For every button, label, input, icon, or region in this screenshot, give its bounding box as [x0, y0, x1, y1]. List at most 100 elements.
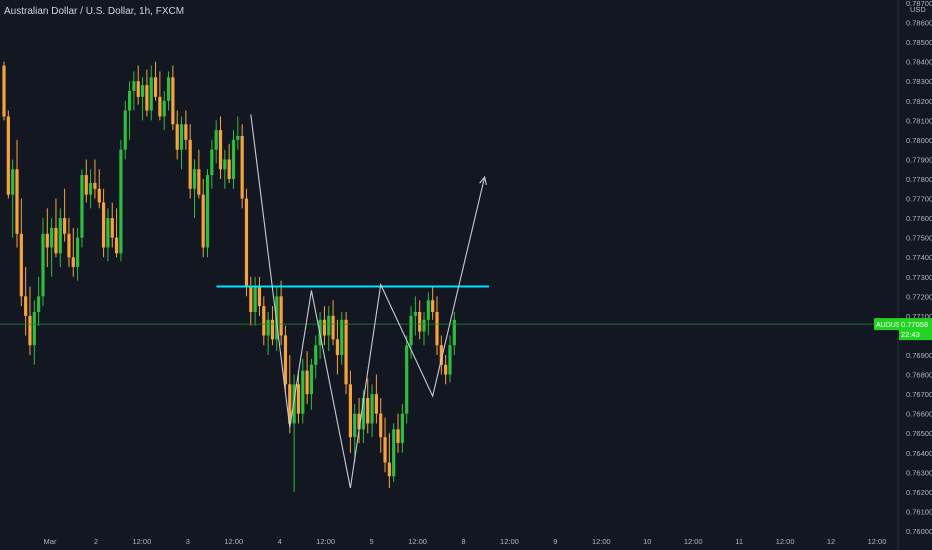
- candle-body[interactable]: [218, 130, 223, 170]
- candle-body[interactable]: [192, 169, 197, 189]
- candle-body[interactable]: [6, 116, 10, 195]
- candle-body[interactable]: [184, 124, 188, 140]
- candle-body[interactable]: [223, 159, 227, 170]
- candle-body[interactable]: [279, 296, 283, 336]
- candle-body[interactable]: [340, 319, 344, 355]
- candle-body[interactable]: [58, 218, 62, 254]
- candle-body[interactable]: [24, 296, 28, 316]
- candle-body[interactable]: [305, 370, 309, 395]
- candle-body[interactable]: [335, 339, 340, 355]
- candle-body[interactable]: [201, 194, 205, 248]
- candle-body[interactable]: [145, 85, 149, 111]
- candle-body[interactable]: [439, 345, 443, 365]
- candle-body[interactable]: [205, 175, 210, 248]
- candle-body[interactable]: [270, 319, 275, 340]
- candle-body[interactable]: [327, 315, 331, 336]
- candle-body[interactable]: [166, 77, 171, 101]
- candle-body[interactable]: [413, 311, 417, 316]
- candle-body[interactable]: [444, 364, 448, 375]
- candle-body[interactable]: [431, 300, 435, 312]
- candle-body[interactable]: [301, 370, 305, 414]
- time-axis[interactable]: Mar 2 12:00 3 12:00 4 12:00 5 12:00 8 12:00 9 12:00 1…: [44, 537, 887, 546]
- candle-body[interactable]: [379, 413, 383, 438]
- candle-body[interactable]: [435, 311, 439, 346]
- candle-body[interactable]: [292, 384, 296, 424]
- candle-body[interactable]: [136, 81, 140, 97]
- candle-body[interactable]: [210, 149, 214, 176]
- candle-body[interactable]: [28, 315, 32, 346]
- candle-body[interactable]: [54, 227, 58, 254]
- candle-body[interactable]: [422, 319, 426, 332]
- candle-body[interactable]: [71, 257, 75, 267]
- candle-body[interactable]: [132, 81, 136, 91]
- candle-body[interactable]: [110, 218, 114, 238]
- candle-body[interactable]: [175, 124, 179, 150]
- candle-body[interactable]: [80, 175, 84, 238]
- candle-body[interactable]: [214, 130, 218, 150]
- candle-body[interactable]: [171, 77, 175, 125]
- candle-body[interactable]: [84, 175, 88, 195]
- candle-body[interactable]: [140, 85, 145, 97]
- candle-body[interactable]: [32, 311, 36, 346]
- candle-body[interactable]: [114, 237, 119, 254]
- candle-body[interactable]: [2, 65, 6, 117]
- candle-body[interactable]: [409, 315, 413, 346]
- candle-body[interactable]: [127, 91, 132, 111]
- candle-body[interactable]: [387, 462, 391, 477]
- candle-body[interactable]: [392, 429, 396, 477]
- candle-body[interactable]: [50, 227, 54, 248]
- candle-body[interactable]: [448, 345, 452, 375]
- candle-body[interactable]: [257, 286, 262, 307]
- candle-body[interactable]: [45, 233, 49, 248]
- candle-body[interactable]: [197, 169, 201, 195]
- candle-body[interactable]: [383, 437, 387, 463]
- candle-body[interactable]: [188, 139, 192, 189]
- candle-body[interactable]: [374, 394, 378, 414]
- candle-body[interactable]: [149, 77, 153, 111]
- candle-body[interactable]: [97, 188, 101, 203]
- candle-body[interactable]: [405, 345, 409, 414]
- candle-body[interactable]: [452, 319, 456, 346]
- candle-body[interactable]: [158, 96, 162, 117]
- candle-body[interactable]: [227, 159, 231, 179]
- candle-body[interactable]: [123, 110, 127, 150]
- candle-body[interactable]: [11, 169, 15, 195]
- candle-body[interactable]: [361, 398, 365, 430]
- candle-body[interactable]: [400, 413, 404, 443]
- candle-body[interactable]: [249, 286, 253, 312]
- candle-body[interactable]: [348, 384, 352, 438]
- candle-body[interactable]: [119, 149, 123, 254]
- candle-body[interactable]: [101, 202, 106, 248]
- candle-body[interactable]: [76, 237, 80, 267]
- candle-body[interactable]: [283, 335, 288, 385]
- candle-body[interactable]: [344, 319, 348, 385]
- candle-body[interactable]: [262, 306, 266, 336]
- candle-body[interactable]: [67, 233, 71, 258]
- candle-body[interactable]: [366, 398, 370, 424]
- candle-body[interactable]: [240, 135, 244, 199]
- candle-body[interactable]: [275, 296, 279, 340]
- candle-body[interactable]: [426, 300, 430, 320]
- candle-body[interactable]: [370, 394, 374, 424]
- candle-body[interactable]: [89, 182, 93, 195]
- candle-body[interactable]: [93, 182, 97, 189]
- candle-body[interactable]: [63, 218, 67, 234]
- candle-body[interactable]: [41, 233, 45, 297]
- candle-body[interactable]: [179, 124, 184, 150]
- candle-body[interactable]: [288, 384, 292, 424]
- candle-body[interactable]: [314, 345, 318, 365]
- candle-body[interactable]: [244, 198, 249, 287]
- candle-body[interactable]: [353, 413, 357, 438]
- candle-body[interactable]: [357, 413, 361, 430]
- candle-body[interactable]: [309, 364, 314, 395]
- candle-body[interactable]: [15, 169, 19, 234]
- candle-body[interactable]: [153, 77, 158, 97]
- candle-body[interactable]: [418, 311, 422, 332]
- candle-body[interactable]: [331, 315, 335, 340]
- price-axis[interactable]: 0.78700 0.78600 0.78500 0.78400 0.78300 0.782…: [897, 0, 932, 550]
- candle-body[interactable]: [106, 218, 110, 248]
- candle-body[interactable]: [236, 135, 240, 140]
- candle-body[interactable]: [296, 384, 301, 414]
- candle-body[interactable]: [162, 100, 166, 117]
